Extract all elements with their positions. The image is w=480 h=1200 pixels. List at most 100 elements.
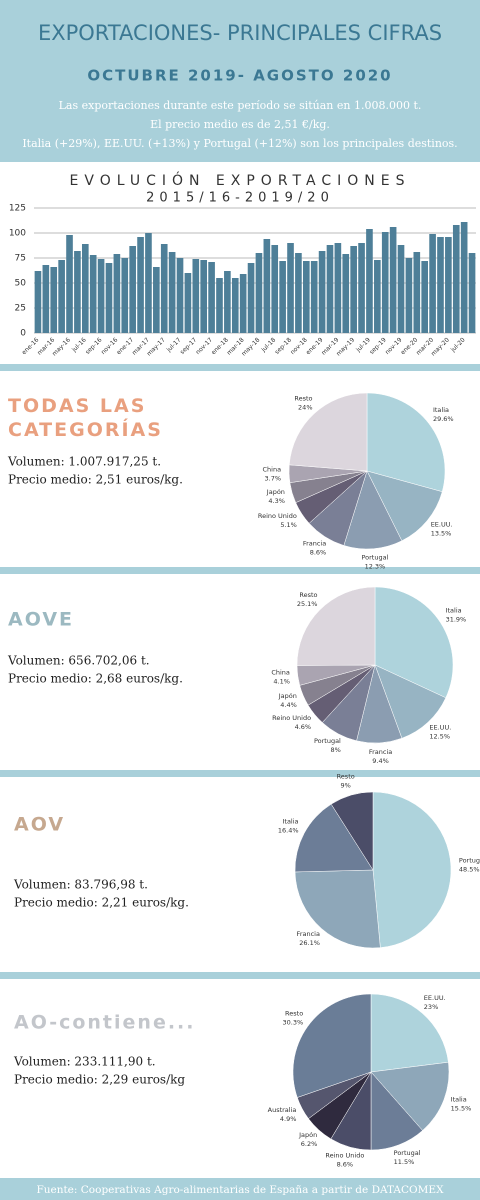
slice-value: 12.5% xyxy=(429,733,450,741)
slice-label: Resto xyxy=(337,773,355,781)
section-heading: AOV xyxy=(14,814,65,836)
bar xyxy=(168,252,176,333)
slice-label: Japón xyxy=(278,692,297,700)
bar xyxy=(176,258,184,333)
slice-value: 6.2% xyxy=(301,1140,318,1148)
bar xyxy=(389,227,397,333)
slice-value: 4.6% xyxy=(295,723,312,731)
pie-slice xyxy=(372,791,452,948)
slice-label: Resto xyxy=(294,394,312,402)
bar xyxy=(231,278,239,333)
separator xyxy=(0,364,480,371)
slice-value: 26.1% xyxy=(299,939,320,947)
pie-slice xyxy=(366,470,443,542)
slice-value: 4.3% xyxy=(268,497,285,505)
slice-label: Resto xyxy=(285,1010,303,1018)
bar xyxy=(239,274,247,333)
pie-slice xyxy=(294,803,374,873)
header-line: Las exportaciones durante este período s… xyxy=(59,99,422,112)
slice-value: 48.5% xyxy=(459,866,480,874)
chart-title: EVOLUCIÓN EXPORTACIONES xyxy=(70,171,411,189)
separator xyxy=(0,972,480,979)
slice-value: 29.6% xyxy=(433,415,454,423)
bar xyxy=(437,237,444,333)
subtitle: OCTUBRE 2019- AGOSTO 2020 xyxy=(87,67,392,85)
bar xyxy=(429,234,436,333)
price: Precio medio: 2,21 euros/kg. xyxy=(14,896,189,910)
bar xyxy=(310,261,318,333)
bar xyxy=(366,229,373,333)
slice-value: 13.5% xyxy=(431,529,452,537)
slice-value: 4.4% xyxy=(280,701,297,709)
pie-slice xyxy=(366,392,446,493)
header-line: Italia (+29%), EE.UU. (+13%) y Portugal … xyxy=(22,137,457,150)
bar xyxy=(224,271,231,333)
bar xyxy=(358,243,365,333)
header-band xyxy=(0,0,480,162)
y-tick-label: 0 xyxy=(20,329,26,339)
slice-value: 5.1% xyxy=(280,521,297,529)
header-line: El precio medio es de 2,51 €/kg. xyxy=(150,118,330,131)
bar xyxy=(89,255,97,333)
bar xyxy=(334,243,342,333)
pie-slice xyxy=(330,791,374,871)
slice-value: 16.4% xyxy=(278,827,299,835)
bar xyxy=(263,239,271,333)
bar xyxy=(121,258,129,333)
bar xyxy=(42,265,50,333)
slice-label: Resto xyxy=(299,591,317,599)
section-heading: AOVE xyxy=(8,609,74,631)
separator xyxy=(0,770,480,777)
bar xyxy=(445,237,452,333)
bar xyxy=(397,245,405,333)
slice-label: China xyxy=(262,465,281,473)
bar xyxy=(247,263,255,333)
slice-value: 3.7% xyxy=(265,474,282,482)
slice-label: Reino Unido xyxy=(272,714,311,722)
bar xyxy=(413,252,421,333)
slice-value: 8.6% xyxy=(310,549,327,557)
slice-value: 31.9% xyxy=(446,615,467,623)
bar xyxy=(452,225,460,333)
slice-label: Francia xyxy=(303,540,326,548)
slice-label: Japón xyxy=(298,1131,317,1139)
bar xyxy=(208,262,215,333)
separator xyxy=(0,567,480,574)
slice-value: 8% xyxy=(331,746,341,754)
slice-label: Portugal xyxy=(459,857,480,865)
bar xyxy=(460,222,468,333)
bar xyxy=(318,251,326,333)
bar xyxy=(192,259,200,333)
bar xyxy=(279,261,286,333)
footer-band xyxy=(0,1178,480,1200)
bar xyxy=(145,233,152,333)
slice-value: 30.3% xyxy=(283,1019,304,1027)
bar xyxy=(160,244,168,333)
pie-slice xyxy=(343,470,403,550)
section-heading: TODAS LAS CATEGORÍAS xyxy=(8,395,163,441)
bar xyxy=(381,232,389,333)
slice-value: 11.5% xyxy=(394,1158,415,1166)
y-tick-label: 75 xyxy=(15,254,26,264)
bar xyxy=(350,246,357,333)
volume: Volumen: 83.796,98 t. xyxy=(13,878,148,892)
x-tick-label: jul-20 xyxy=(449,336,467,354)
slice-label: Australia xyxy=(268,1106,297,1114)
slice-value: 15.5% xyxy=(451,1105,472,1113)
slice-label: Francia xyxy=(369,748,392,756)
bar xyxy=(34,271,42,333)
footer: Fuente: Cooperativas Agro-alimentarias d… xyxy=(36,1184,444,1196)
bar xyxy=(326,245,334,333)
pie-slice xyxy=(374,664,447,739)
bar xyxy=(374,260,381,333)
bar xyxy=(255,253,263,333)
bar xyxy=(295,253,302,333)
slice-value: 4.9% xyxy=(280,1115,297,1123)
bar xyxy=(342,254,350,333)
bar xyxy=(74,251,81,333)
slice-label: Italia xyxy=(446,606,462,614)
pie-slice xyxy=(370,1061,450,1131)
price: Precio medio: 2,68 euros/kg. xyxy=(8,672,183,686)
volume: Volumen: 233.111,90 t. xyxy=(13,1055,156,1069)
